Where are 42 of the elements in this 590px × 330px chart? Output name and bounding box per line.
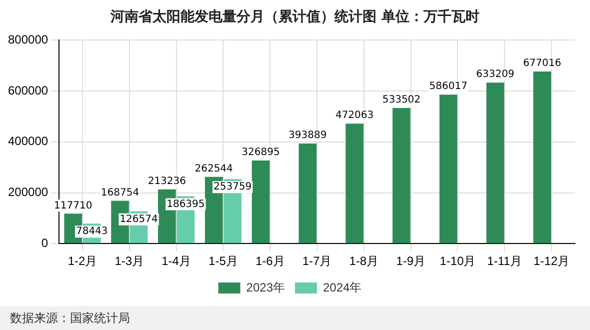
bar	[486, 82, 504, 244]
y-tick-label: 200000	[8, 185, 48, 200]
data-label: 586017	[429, 81, 468, 92]
data-label: 168754	[100, 187, 140, 198]
bar	[252, 160, 270, 244]
data-label: 677016	[523, 58, 562, 70]
data-label: 126574	[120, 214, 158, 226]
bar	[392, 108, 410, 244]
data-label: 533502	[382, 94, 421, 106]
data-label: 633209	[476, 69, 514, 80]
x-tick-label: 1-2月	[68, 254, 98, 268]
data-label: 326895	[242, 147, 280, 158]
x-tick-label: 1-5月	[208, 254, 238, 268]
y-tick-label: 400000	[8, 134, 48, 148]
bar	[298, 143, 317, 244]
legend-label: 2024年	[323, 280, 362, 294]
data-label: 78443	[76, 226, 108, 238]
bar	[533, 71, 552, 244]
y-tick-label: 0	[41, 236, 48, 250]
data-label: 117710	[54, 200, 92, 212]
x-tick-label: 1-6月	[255, 254, 285, 268]
bar	[346, 124, 364, 244]
data-label: 213236	[148, 176, 186, 187]
bar	[439, 94, 458, 244]
x-tick-label: 1-12月	[534, 254, 570, 268]
y-tick-label: 800000	[8, 32, 48, 47]
x-tick-label: 1-7月	[302, 254, 332, 268]
x-tick-label: 1-4月	[162, 254, 191, 268]
data-label: 186395	[166, 198, 205, 210]
data-label: 262544	[194, 163, 233, 174]
source-note: 数据来源：国家统计局	[10, 310, 130, 327]
x-tick-label: 1-10月	[440, 254, 476, 268]
data-label: 393889	[288, 130, 327, 142]
data-label: 472063	[335, 110, 374, 122]
data-label: 253759	[214, 182, 252, 193]
legend-label: 2023年	[246, 280, 286, 294]
y-tick-label: 600000	[8, 83, 48, 98]
chart-title: 河南省太阳能发电量分月（累计值）统计图 单位：万千瓦时	[110, 8, 480, 26]
x-tick-label: 1-9月	[396, 254, 426, 268]
x-tick-label: 1-11月	[487, 254, 522, 268]
x-tick-label: 1-3月	[114, 254, 144, 268]
x-tick-label: 1-8月	[349, 254, 379, 268]
